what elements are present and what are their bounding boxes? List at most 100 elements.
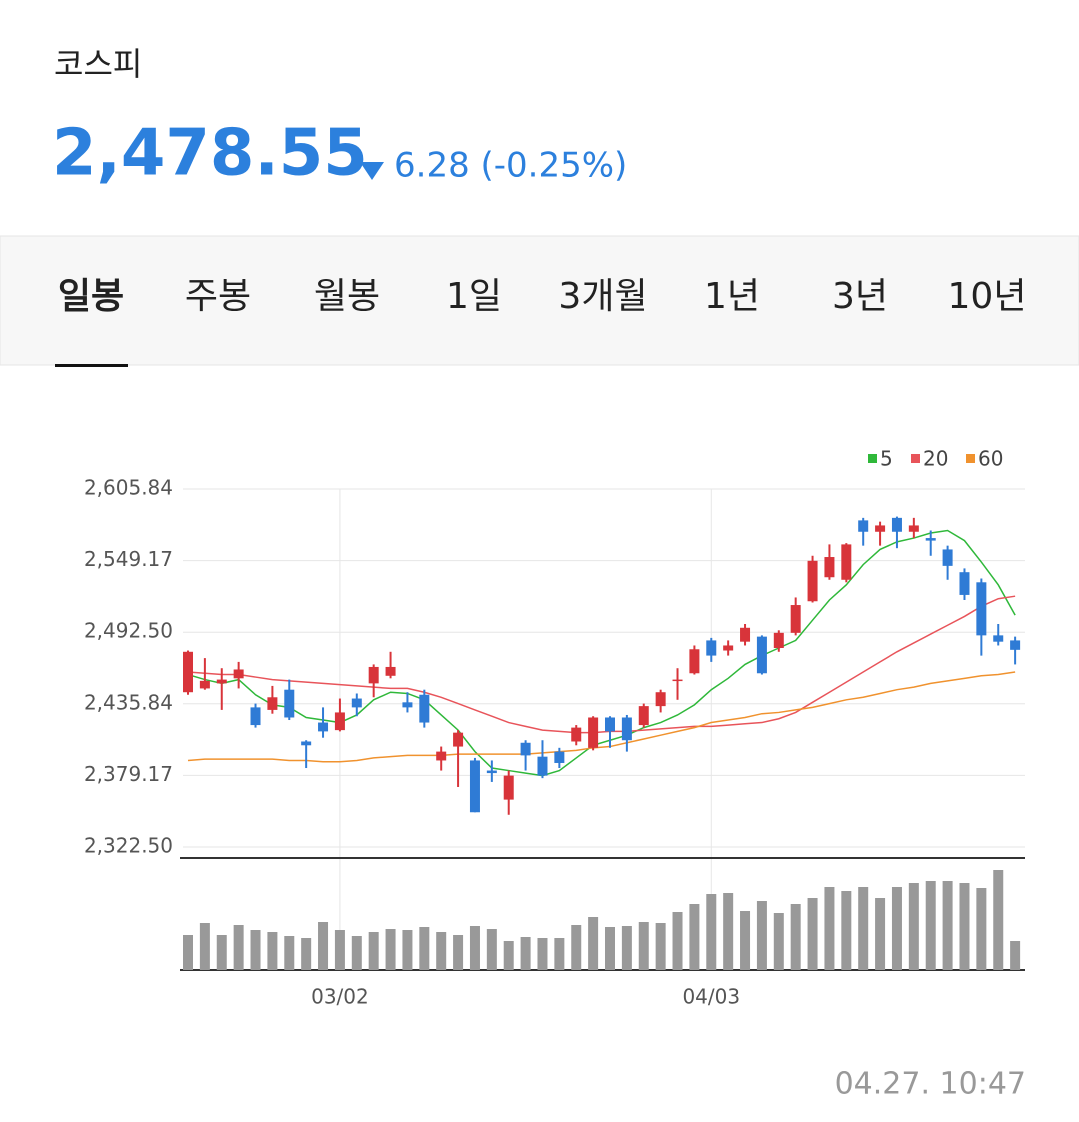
legend-label: 20 [923, 447, 948, 471]
volume-bar [233, 925, 244, 970]
volume-bar [351, 936, 362, 970]
candle-body [672, 679, 683, 682]
volume-bar [621, 926, 632, 970]
volume-bar [959, 883, 970, 970]
candle-body [351, 698, 362, 708]
volume-bar [925, 881, 936, 970]
index-title: 코스피 [54, 45, 142, 83]
volume-bar [520, 937, 531, 970]
volume-bar [1010, 941, 1021, 970]
tab[interactable]: 1년 [704, 276, 760, 317]
volume-bar [942, 881, 953, 970]
tab[interactable]: 주봉 [185, 276, 251, 317]
candle-body [638, 706, 649, 726]
candle-body [875, 525, 886, 532]
tab[interactable]: 3개월 [558, 276, 647, 317]
volume-bar [469, 926, 480, 970]
legend-label: 5 [880, 447, 893, 471]
volume-bar [672, 912, 683, 970]
candle-body [402, 702, 413, 708]
volume-bar [790, 904, 801, 970]
x-tick-label: 04/03 [682, 985, 740, 1009]
candle-body [605, 717, 615, 732]
y-tick-label: 2,322.50 [84, 834, 173, 858]
candle-body [520, 742, 531, 756]
candle-body [976, 582, 987, 636]
volume-bar [503, 941, 514, 970]
index-price: 2,478.55 [52, 117, 368, 191]
volume-bar [976, 888, 987, 970]
volume-bar [368, 932, 379, 970]
volume-bar [284, 936, 295, 970]
y-tick-label: 2,492.50 [84, 619, 173, 643]
candle-body [1010, 640, 1021, 650]
candle-body [723, 645, 734, 651]
volume-bar [773, 913, 784, 970]
timestamp: 04.27. 10:47 [835, 1067, 1026, 1102]
x-tick-label: 03/02 [311, 985, 369, 1009]
volume-bar [334, 930, 345, 970]
tab[interactable]: 3년 [832, 276, 888, 317]
volume-bar [301, 938, 312, 970]
volume-bar [199, 923, 210, 970]
candle-body [908, 525, 919, 532]
volume-bar [605, 927, 615, 970]
tab-bar [0, 235, 1079, 366]
candle-body [773, 632, 784, 648]
volume-bar [807, 898, 818, 970]
y-tick-label: 2,435.84 [84, 690, 173, 714]
volume-bar [436, 932, 447, 970]
candle-body [655, 692, 666, 707]
ma-line [187, 595, 1016, 734]
candle-body [183, 651, 193, 693]
volume-bar [706, 894, 717, 970]
volume-bar [453, 935, 464, 970]
volume-bar [875, 898, 886, 970]
volume-bar [216, 935, 227, 970]
volume-bar [689, 904, 700, 970]
candle-body [891, 517, 902, 532]
volume-bar [756, 901, 767, 970]
candle-body [301, 741, 312, 746]
volume-bar [858, 887, 869, 970]
candle-body [267, 697, 278, 710]
volume-bar [250, 930, 261, 970]
tab[interactable]: 10년 [948, 276, 1027, 317]
candle-body [841, 544, 852, 580]
candle-body [571, 727, 582, 742]
volume-bar [841, 891, 852, 970]
candle-body [385, 666, 396, 676]
volume-bar [267, 932, 278, 970]
y-tick-label: 2,379.17 [84, 762, 173, 786]
volume-bar [891, 887, 902, 970]
volume-bar [385, 929, 396, 970]
candle-body [334, 712, 345, 731]
tab[interactable]: 월봉 [314, 276, 380, 317]
candle-body [740, 627, 751, 642]
legend-swatch [911, 454, 920, 463]
candle-body [250, 707, 261, 726]
y-tick-label: 2,549.17 [84, 547, 173, 571]
candle-body [419, 694, 430, 723]
candle-body [537, 756, 548, 776]
candle-body [689, 649, 700, 674]
tab-underline [55, 364, 128, 367]
tab[interactable]: 1일 [446, 276, 502, 317]
volume-bar [638, 922, 649, 970]
volume-bar [723, 893, 734, 970]
volume-bar [486, 929, 497, 970]
volume-bar [554, 938, 565, 970]
candle-body [469, 760, 480, 813]
tab[interactable]: 일봉 [58, 276, 124, 317]
candle-body [621, 717, 632, 741]
ma-line [187, 671, 1016, 763]
candle-body [959, 572, 970, 595]
candle-body [233, 669, 244, 679]
candle-body [436, 751, 447, 761]
volume-bar [655, 923, 666, 970]
volume-bar [183, 935, 193, 970]
candle-body [993, 635, 1004, 642]
candle-body [284, 689, 295, 718]
